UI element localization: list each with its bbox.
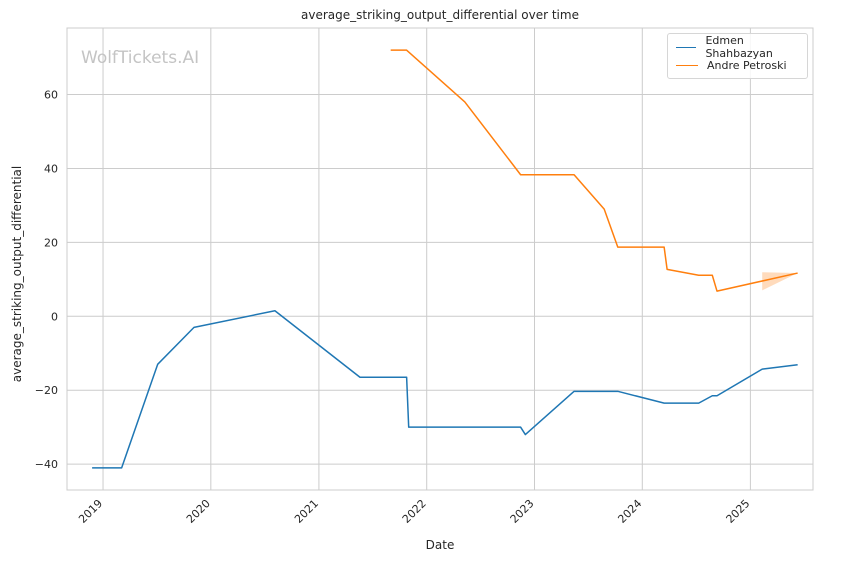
series-lines	[92, 49, 798, 469]
x-tick-labels: 2019 2020 2021 2022 2023 2024 2025	[76, 497, 752, 526]
legend-item-edmen-shahbazyan: Edmen Shahbazyan	[668, 34, 807, 60]
y-tick-label: −20	[35, 384, 58, 397]
grid-lines	[67, 28, 813, 490]
y-tick-label: 20	[44, 236, 58, 249]
legend-swatch-andre-petroski	[676, 64, 698, 66]
watermark: WolfTickets.AI	[81, 48, 200, 68]
x-tick-label: 2023	[508, 497, 537, 526]
y-tick-label: −40	[35, 458, 58, 471]
plot-frame	[66, 27, 814, 491]
x-tick-label: 2024	[615, 497, 644, 526]
y-tick-labels: −40 −20 0 20 40 60	[35, 89, 58, 472]
series-line-edmen-shahbazyan	[92, 309, 798, 469]
y-tick-label: 60	[44, 89, 58, 102]
x-tick-label: 2019	[76, 497, 105, 526]
x-tick-label: 2022	[400, 497, 429, 526]
series-line-andre-petroski	[390, 49, 798, 292]
x-tick-label: 2021	[292, 497, 321, 526]
legend-swatch-edmen-shahbazyan	[676, 46, 697, 48]
band-andre-petroski	[762, 272, 798, 291]
legend-label-andre-petroski: Andre Petroski	[707, 58, 787, 72]
legend: Edmen Shahbazyan Andre Petroski	[667, 33, 808, 79]
legend-label-edmen-shahbazyan: Edmen Shahbazyan	[705, 34, 773, 60]
x-axis-label: Date	[425, 538, 455, 552]
chart-title: average_striking_output_differential ove…	[301, 8, 579, 22]
x-tick-label: 2020	[184, 497, 213, 526]
confidence-bands	[762, 272, 798, 291]
y-tick-label: 0	[51, 310, 58, 323]
y-tick-label: 40	[44, 162, 58, 175]
y-axis-label: average_striking_output_differential	[10, 165, 24, 383]
x-tick-label: 2025	[724, 497, 753, 526]
legend-item-andre-petroski: Andre Petroski	[668, 56, 807, 74]
